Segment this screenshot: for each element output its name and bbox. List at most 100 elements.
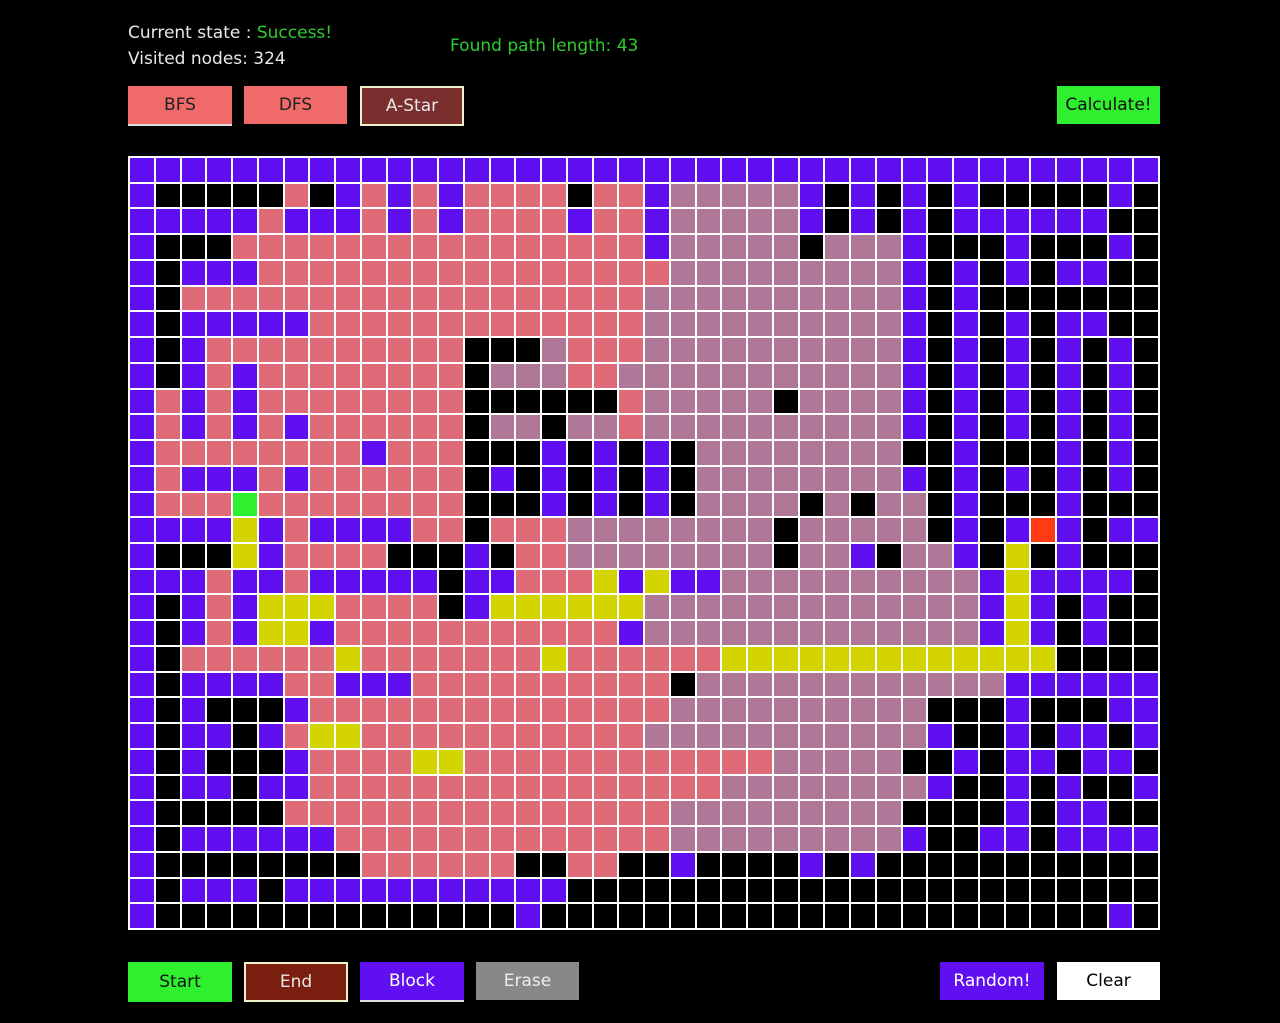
visited-cell[interactable] bbox=[439, 492, 463, 517]
frontier-cell[interactable] bbox=[851, 724, 875, 748]
frontier-cell[interactable] bbox=[722, 183, 746, 208]
empty-cell[interactable] bbox=[567, 158, 592, 182]
empty-cell[interactable] bbox=[181, 621, 206, 645]
visited-cell[interactable] bbox=[516, 544, 540, 568]
frontier-cell[interactable] bbox=[876, 698, 901, 723]
visited-cell[interactable] bbox=[490, 518, 515, 542]
visited-cell[interactable] bbox=[516, 312, 540, 337]
empty-cell[interactable] bbox=[207, 312, 231, 337]
frontier-cell[interactable] bbox=[851, 389, 875, 414]
visited-cell[interactable] bbox=[413, 312, 437, 337]
wall-cell[interactable] bbox=[181, 904, 206, 928]
wall-cell[interactable] bbox=[722, 852, 746, 877]
empty-cell[interactable] bbox=[181, 312, 206, 337]
visited-cell[interactable] bbox=[516, 749, 540, 774]
empty-cell[interactable] bbox=[439, 209, 463, 234]
wall-cell[interactable] bbox=[1082, 878, 1107, 903]
frontier-cell[interactable] bbox=[722, 312, 746, 337]
empty-cell[interactable] bbox=[1134, 518, 1158, 542]
empty-cell[interactable] bbox=[979, 569, 1004, 594]
visited-cell[interactable] bbox=[207, 363, 231, 388]
wall-cell[interactable] bbox=[1031, 312, 1055, 337]
path-cell[interactable] bbox=[516, 595, 540, 620]
visited-cell[interactable] bbox=[542, 544, 566, 568]
wall-cell[interactable] bbox=[155, 235, 180, 259]
frontier-cell[interactable] bbox=[722, 827, 746, 851]
empty-cell[interactable] bbox=[902, 338, 927, 362]
frontier-cell[interactable] bbox=[799, 724, 824, 748]
empty-cell[interactable] bbox=[258, 569, 283, 594]
visited-cell[interactable] bbox=[439, 698, 463, 723]
wall-cell[interactable] bbox=[954, 801, 978, 826]
empty-cell[interactable] bbox=[439, 183, 463, 208]
visited-cell[interactable] bbox=[464, 724, 489, 748]
empty-cell[interactable] bbox=[645, 441, 669, 465]
wall-cell[interactable] bbox=[1108, 724, 1133, 748]
path-cell[interactable] bbox=[928, 646, 952, 671]
visited-cell[interactable] bbox=[516, 698, 540, 723]
empty-cell[interactable] bbox=[542, 492, 566, 517]
visited-cell[interactable] bbox=[593, 260, 618, 285]
wall-cell[interactable] bbox=[490, 338, 515, 362]
visited-cell[interactable] bbox=[439, 724, 463, 748]
wall-cell[interactable] bbox=[1057, 286, 1081, 311]
empty-cell[interactable] bbox=[1057, 775, 1081, 800]
wall-cell[interactable] bbox=[1108, 209, 1133, 234]
frontier-cell[interactable] bbox=[748, 544, 772, 568]
wall-cell[interactable] bbox=[413, 544, 437, 568]
visited-cell[interactable] bbox=[439, 466, 463, 491]
path-cell[interactable] bbox=[1005, 621, 1030, 645]
visited-cell[interactable] bbox=[310, 441, 334, 465]
wall-cell[interactable] bbox=[1108, 312, 1133, 337]
frontier-cell[interactable] bbox=[722, 260, 746, 285]
empty-cell[interactable] bbox=[233, 595, 257, 620]
visited-cell[interactable] bbox=[310, 749, 334, 774]
visited-cell[interactable] bbox=[516, 621, 540, 645]
wall-cell[interactable] bbox=[439, 904, 463, 928]
wall-cell[interactable] bbox=[387, 544, 412, 568]
frontier-cell[interactable] bbox=[799, 466, 824, 491]
visited-cell[interactable] bbox=[336, 363, 360, 388]
wall-cell[interactable] bbox=[954, 235, 978, 259]
empty-cell[interactable] bbox=[336, 183, 360, 208]
wall-cell[interactable] bbox=[516, 389, 540, 414]
visited-cell[interactable] bbox=[542, 775, 566, 800]
empty-cell[interactable] bbox=[233, 878, 257, 903]
empty-cell[interactable] bbox=[954, 466, 978, 491]
wall-cell[interactable] bbox=[542, 415, 566, 440]
frontier-cell[interactable] bbox=[696, 312, 721, 337]
empty-cell[interactable] bbox=[1108, 904, 1133, 928]
visited-cell[interactable] bbox=[670, 775, 695, 800]
visited-cell[interactable] bbox=[413, 363, 437, 388]
path-cell[interactable] bbox=[542, 646, 566, 671]
visited-cell[interactable] bbox=[310, 672, 334, 697]
frontier-cell[interactable] bbox=[851, 286, 875, 311]
empty-cell[interactable] bbox=[233, 466, 257, 491]
visited-cell[interactable] bbox=[439, 621, 463, 645]
visited-cell[interactable] bbox=[567, 801, 592, 826]
visited-cell[interactable] bbox=[336, 441, 360, 465]
empty-cell[interactable] bbox=[516, 158, 540, 182]
frontier-cell[interactable] bbox=[773, 775, 798, 800]
empty-cell[interactable] bbox=[979, 621, 1004, 645]
visited-cell[interactable] bbox=[413, 724, 437, 748]
wall-cell[interactable] bbox=[1057, 595, 1081, 620]
empty-cell[interactable] bbox=[1057, 260, 1081, 285]
frontier-cell[interactable] bbox=[825, 415, 849, 440]
wall-cell[interactable] bbox=[1108, 852, 1133, 877]
wall-cell[interactable] bbox=[258, 878, 283, 903]
empty-cell[interactable] bbox=[1108, 235, 1133, 259]
empty-cell[interactable] bbox=[181, 775, 206, 800]
empty-cell[interactable] bbox=[954, 363, 978, 388]
visited-cell[interactable] bbox=[490, 260, 515, 285]
frontier-cell[interactable] bbox=[902, 544, 927, 568]
visited-cell[interactable] bbox=[567, 646, 592, 671]
wall-cell[interactable] bbox=[1005, 852, 1030, 877]
wall-cell[interactable] bbox=[696, 852, 721, 877]
frontier-cell[interactable] bbox=[876, 286, 901, 311]
empty-cell[interactable] bbox=[1082, 724, 1107, 748]
visited-cell[interactable] bbox=[413, 209, 437, 234]
empty-cell[interactable] bbox=[284, 878, 309, 903]
empty-cell[interactable] bbox=[130, 415, 154, 440]
empty-cell[interactable] bbox=[1005, 749, 1030, 774]
